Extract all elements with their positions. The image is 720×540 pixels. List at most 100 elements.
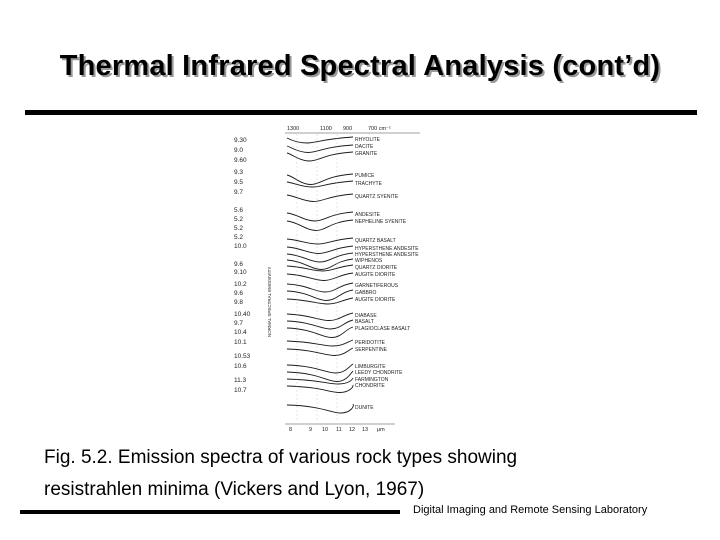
caption-line-1: Fig. 5.2. Emission spectra of various ro…	[44, 447, 518, 468]
rock-type-label: QUARTZ BASALT	[355, 238, 396, 244]
rock-type-label: W/PHENOS	[355, 258, 383, 264]
rock-type-label: NEPHELINE SYENITE	[355, 219, 407, 225]
spectrum-curve	[286, 282, 354, 293]
rock-type-label: LEEDY CHONDRITE	[355, 370, 403, 376]
spectrum-curve	[286, 258, 354, 270]
top-axis-label: 1300	[287, 126, 299, 132]
top-axis-label: 900	[343, 126, 352, 132]
left-value-label: 9.30	[234, 137, 247, 144]
spectrum-curve	[286, 377, 354, 385]
left-value-labels: 9.309.09.609.39.59.75.65.25.25.210.09.69…	[234, 137, 251, 394]
bottom-axis-label: 11	[336, 427, 342, 433]
left-value-label: 10.40	[234, 311, 251, 318]
spectrum-curve	[286, 144, 354, 153]
left-value-label: 9.6	[234, 290, 243, 297]
left-value-label: 10.0	[234, 243, 247, 250]
spectrum-curve	[286, 272, 354, 281]
spectrum-curve	[286, 180, 354, 188]
rock-type-label: QUARTZ DIORITE	[355, 265, 398, 271]
bottom-axis-label: 9	[309, 427, 312, 433]
footer-lab-name: Digital Imaging and Remote Sensing Labor…	[413, 504, 648, 516]
left-value-label: 10.7	[234, 387, 247, 394]
top-axis-label: 700 cm⁻¹	[368, 126, 391, 132]
rock-type-label: QUARTZ SYENITE	[355, 194, 399, 200]
left-value-label: 9.8	[234, 299, 243, 306]
rock-type-label: AUGITE DIORITE	[355, 272, 396, 278]
rock-type-label: FARMINGTON	[355, 377, 389, 383]
bottom-axis-label: μm	[377, 427, 385, 433]
spectrum-curve	[286, 384, 354, 393]
spectra-curves	[286, 134, 354, 422]
left-value-label: 10.2	[234, 281, 247, 288]
y-axis-title: NORMAL SPECTRAL EMISSIVITY	[267, 267, 272, 337]
rock-type-label: PLAGIOCLASE BASALT	[355, 326, 410, 332]
left-value-label: 9.5	[234, 179, 243, 186]
spectrum-curve	[286, 245, 354, 254]
rock-type-label: DIABASE	[355, 313, 377, 319]
footer-divider	[20, 510, 400, 514]
rock-type-label: RHYOLITE	[355, 137, 381, 143]
bottom-axis-labels: 8 9 10 11 12 13 μm	[285, 423, 395, 433]
rock-type-label: TRACHYTE	[355, 181, 383, 187]
left-value-label: 9.0	[234, 147, 243, 154]
spectrum-curve	[286, 403, 354, 414]
spectrum-curve	[286, 264, 354, 272]
spectrum-curve	[286, 297, 354, 305]
title-divider	[25, 110, 697, 115]
left-value-label: 5.2	[234, 234, 243, 241]
left-value-label: 9.7	[234, 320, 243, 327]
left-value-label: 9.6	[234, 261, 243, 268]
spectrum-curve	[286, 237, 354, 245]
left-value-label: 9.7	[234, 189, 243, 196]
caption-line-2: resistrahlen minima (Vickers and Lyon, 1…	[44, 479, 425, 500]
rock-type-label: DUNITE	[355, 405, 374, 411]
spectrum-curve	[286, 363, 354, 374]
left-value-label: 9.10	[234, 269, 247, 276]
spectrum-curve	[286, 326, 354, 338]
spectrum-curve	[286, 136, 354, 144]
spectrum-curve	[286, 289, 354, 301]
bottom-axis-label: 12	[349, 427, 355, 433]
y-axis-label: NORMAL SPECTRAL EMISSIVITY	[267, 267, 272, 337]
spectrum-curve	[286, 211, 354, 222]
rock-type-label: HYPERSTHENE ANDESITE	[355, 252, 419, 258]
rock-type-label: GARNETIFEROUS	[355, 283, 399, 289]
bottom-axis-label: 10	[322, 427, 328, 433]
spectrum-curve	[286, 319, 354, 330]
top-axis-label: 1100	[320, 126, 332, 132]
emission-spectra-figure: 1300 1100 900 700 cm⁻¹ 8 9 10 11 12 13 μm 9.30 9.0…	[234, 126, 420, 433]
left-value-label: 5.6	[234, 207, 243, 214]
spectrum-curve	[286, 151, 354, 162]
spectrum-curve	[286, 252, 354, 263]
top-axis-labels: 1300 1100 900 700 cm⁻¹	[285, 126, 420, 134]
rock-type-label: HYPERSTHENE ANDESITE	[355, 246, 419, 252]
rock-type-label: GABBRO	[355, 290, 377, 296]
slide-title: Thermal Infrared Spectral Analysis (cont…	[59, 50, 661, 82]
rock-type-label: SERPENTINE	[355, 347, 388, 353]
left-value-label: 5.2	[234, 225, 243, 232]
left-value-label: 10.53	[234, 353, 251, 360]
rock-type-label: BASALT	[355, 319, 374, 325]
figure-caption: Fig. 5.2. Emission spectra of various ro…	[44, 442, 684, 506]
left-value-label: 11.3	[234, 377, 247, 384]
left-value-label: 9.60	[234, 157, 247, 164]
rock-type-label: GRANITE	[355, 151, 378, 157]
left-value-label: 10.6	[234, 363, 247, 370]
left-value-label: 9.3	[234, 169, 243, 176]
rock-type-label: LIMBURGITE	[355, 364, 386, 370]
rock-type-label: CHONDRITE	[355, 383, 385, 389]
spectrum-curve	[286, 219, 354, 231]
spectrum-curve	[286, 339, 354, 347]
spectrum-curve	[286, 193, 354, 202]
left-value-label: 10.4	[234, 329, 247, 336]
bottom-axis-label: 8	[289, 427, 292, 433]
rock-type-label: DACITE	[355, 144, 374, 150]
left-value-label: 10.1	[234, 339, 247, 346]
bottom-axis-label: 13	[362, 427, 368, 433]
spectrum-curve	[286, 347, 354, 356]
left-value-label: 5.2	[234, 216, 243, 223]
rock-type-label: PUMICE	[355, 173, 375, 179]
rock-type-label: AUGITE DIORITE	[355, 297, 396, 303]
spectrum-curve	[286, 370, 354, 382]
